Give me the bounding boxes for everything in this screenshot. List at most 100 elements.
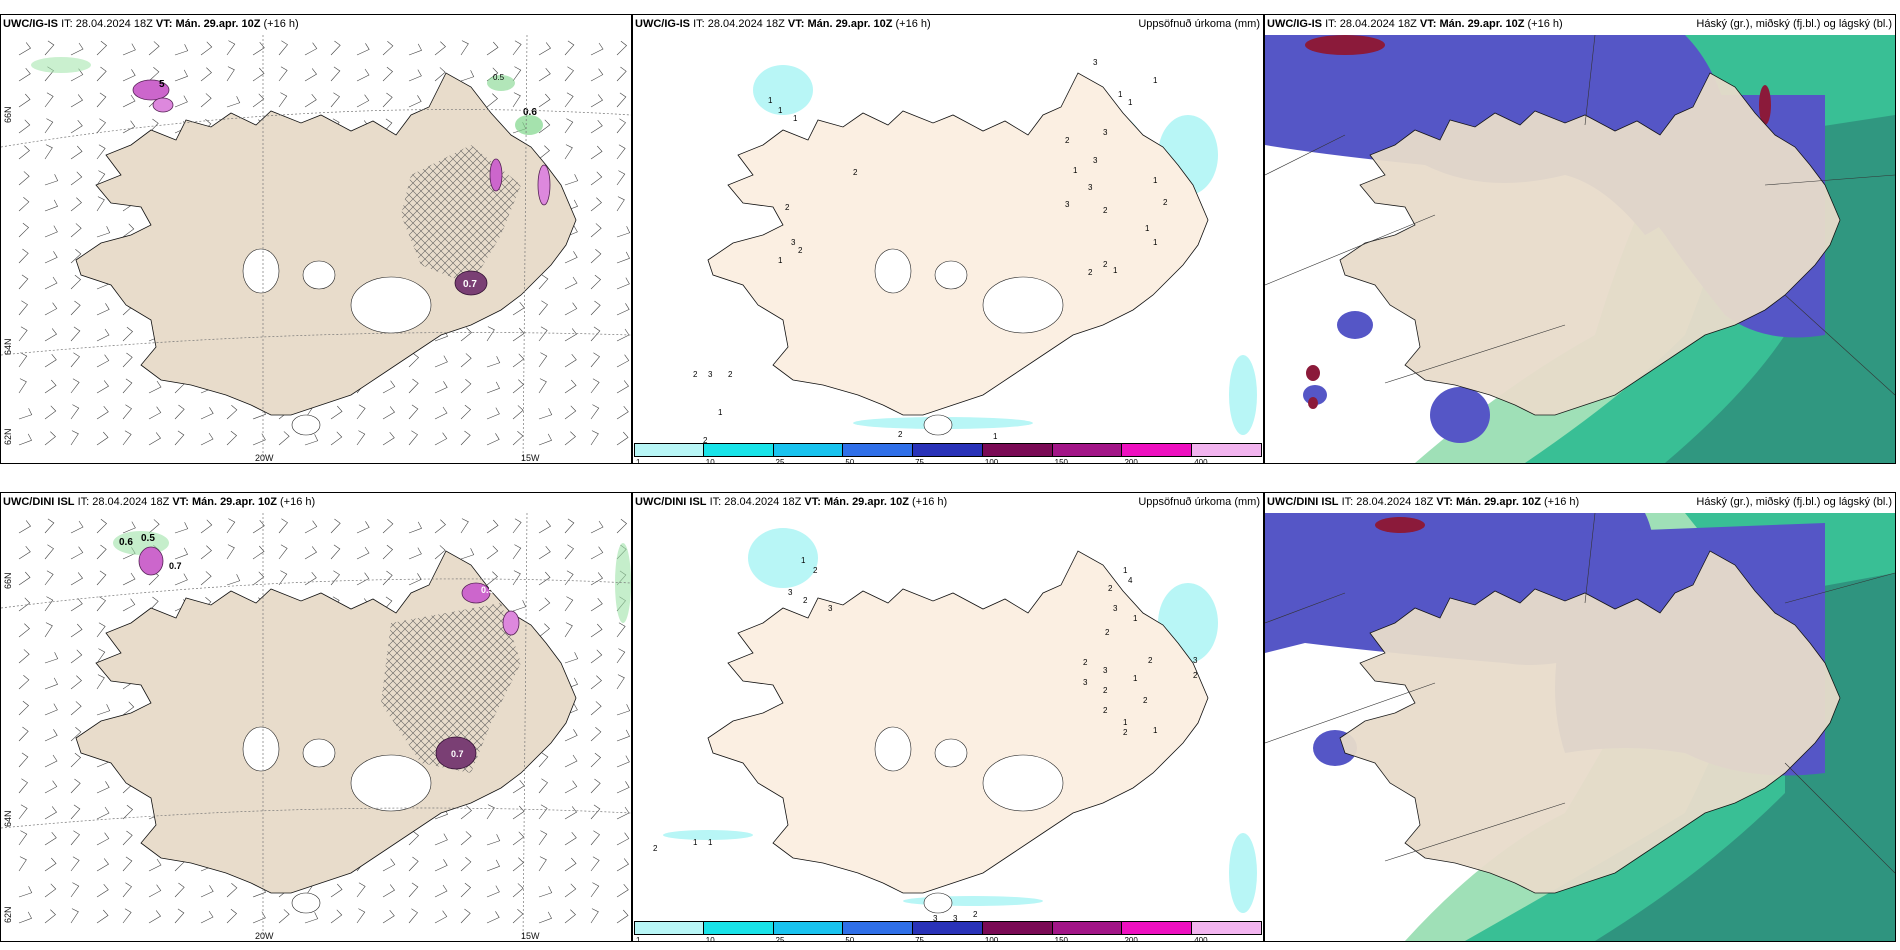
wind-barb (18, 248, 29, 264)
wind-barb (434, 381, 448, 394)
precip-value-label: 1 (1128, 98, 1133, 107)
wind-barb (382, 884, 395, 898)
wind-barb (252, 571, 265, 586)
wind-barb (18, 700, 30, 716)
wind-barb (122, 378, 133, 394)
wind-barb (44, 729, 58, 742)
wind-barb (226, 544, 235, 560)
wind-barb (44, 174, 59, 186)
precip-value-label: 3 (1103, 128, 1108, 137)
magenta-contours (113, 531, 631, 770)
wind-barb (96, 354, 110, 368)
wind-barb (18, 300, 28, 316)
wind-barb (486, 804, 495, 820)
wind-map: 0.6 0.5 0.7 0.5 0.7 (1, 513, 631, 941)
precip-value-label: 1 (801, 556, 806, 565)
wind-barb (408, 521, 422, 534)
contour-label: 0.7 (463, 279, 477, 290)
glacier (291, 892, 321, 914)
precip-value-label: 2 (1103, 686, 1108, 695)
panel-wind-bottom: UWC/DINI ISL IT: 28.04.2024 18Z VT: Mán.… (0, 492, 632, 942)
wind-barb (96, 704, 111, 716)
wind-barb (486, 545, 499, 560)
wind-barb (538, 623, 550, 638)
wind-barb (44, 199, 58, 212)
wind-barb (330, 883, 343, 898)
vt-label: VT: (155, 18, 173, 30)
wind-barb (460, 379, 472, 394)
wind-barb (96, 380, 109, 394)
wind-barb (122, 223, 135, 238)
colorbar-tick-label: 25 (775, 458, 785, 464)
wind-barb (590, 42, 604, 56)
wind-barb (590, 520, 604, 534)
wind-barb (408, 830, 420, 846)
wind-barb (512, 302, 525, 316)
colorbar-tick-label: 50 (845, 936, 855, 942)
wind-barb (590, 598, 603, 612)
precip-value-label: 2 (1105, 628, 1110, 637)
panel-header: UWC/DINI ISL IT: 28.04.2024 18Z VT: Mán.… (1, 496, 631, 512)
glacier (302, 738, 336, 768)
wind-barb (278, 518, 288, 534)
wind-barb (356, 908, 366, 924)
wind-barb (70, 326, 81, 342)
wind-barb (174, 522, 189, 534)
wind-barb (590, 197, 602, 212)
wind-barb (70, 223, 82, 238)
wind-barb (434, 833, 448, 846)
panel-wind-top: UWC/IG-IS IT: 28.04.2024 18Z VT: Mán. 29… (0, 14, 632, 464)
wind-barb (252, 911, 266, 924)
wind-barb (460, 353, 472, 368)
wind-barb (590, 120, 603, 134)
wind-barb (96, 622, 106, 638)
wind-barb (408, 404, 419, 420)
wind-barb (382, 910, 395, 924)
wind-map: 5 0.6 0.7 0.5 (1, 35, 631, 463)
iceland-landmass (1339, 72, 1841, 416)
iceland-landmass (75, 72, 577, 416)
iceland-landmass (707, 72, 1209, 416)
wind-barb (512, 831, 525, 846)
it-label: IT: (693, 18, 705, 30)
lead-time: (+16 h) (895, 18, 931, 30)
wind-barb (70, 908, 79, 924)
colorbar-tick-label: 50 (845, 458, 855, 464)
wind-barb (616, 884, 629, 898)
wind-barb (538, 804, 548, 820)
wind-barb (590, 171, 603, 186)
wind-barb (18, 171, 30, 186)
wind-barb (616, 92, 627, 108)
wind-barb (538, 546, 551, 560)
wind-barb (408, 378, 419, 394)
wind-barb (434, 859, 448, 872)
model-name: UWC/DINI ISL (3, 496, 75, 508)
wind-barb (44, 703, 58, 716)
glacier (350, 276, 432, 334)
wind-barb (460, 430, 471, 446)
wind-barb (18, 778, 28, 794)
wind-barb (18, 408, 33, 420)
colorbar-tick-label: 10 (705, 458, 715, 464)
wind-barb (70, 727, 82, 742)
precip-value-label: 3 (1093, 156, 1098, 165)
wind-barb (44, 225, 58, 238)
wind-barb (512, 353, 525, 368)
wind-barb (356, 94, 370, 108)
wind-barb (382, 544, 394, 560)
wind-barb (356, 572, 370, 586)
wind-barb (96, 303, 110, 316)
precip-value-label: 2 (898, 430, 903, 439)
wind-barb (616, 118, 626, 134)
wind-barb (616, 196, 625, 212)
wind-barb (590, 675, 602, 690)
colorbar-segment (1122, 443, 1193, 457)
wind-barb (200, 571, 212, 586)
wind-barb (96, 909, 109, 924)
wind-barb (538, 886, 553, 898)
wind-barb (200, 519, 213, 534)
lon-label-15w: 15W (521, 931, 540, 941)
colorbar-tick-label: 400 (1194, 936, 1208, 942)
wind-barb (538, 326, 548, 342)
contour-label: 0.5 (493, 73, 505, 82)
